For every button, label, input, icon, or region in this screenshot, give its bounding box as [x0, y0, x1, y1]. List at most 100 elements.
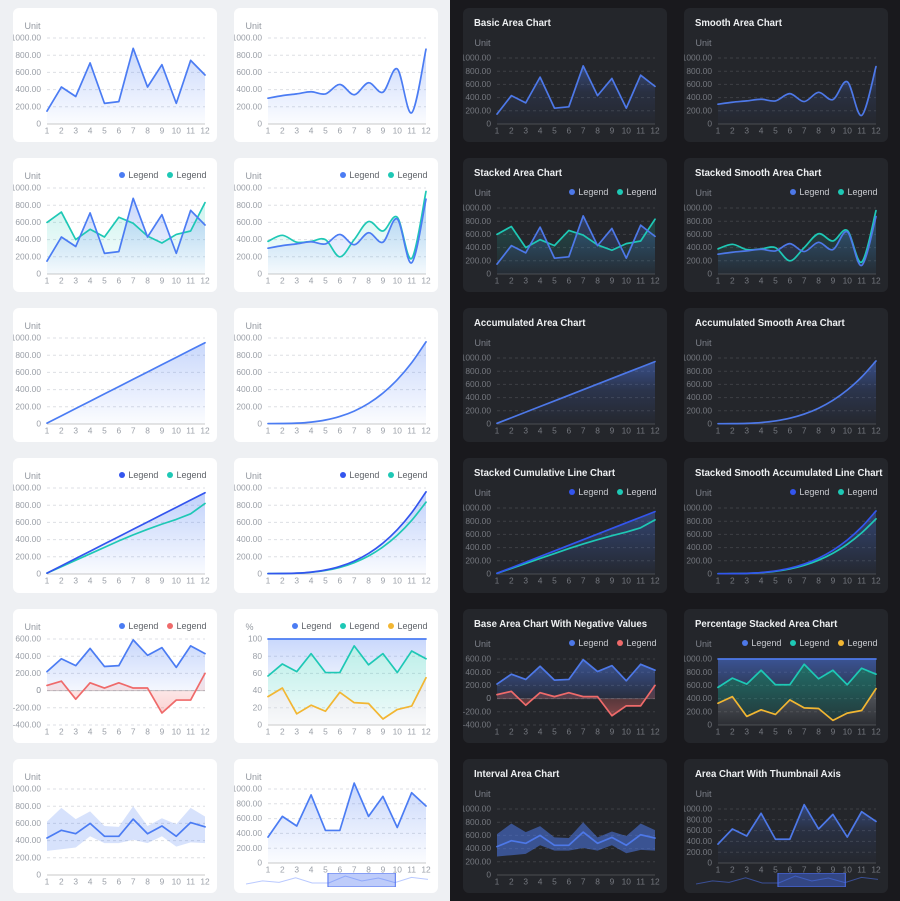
svg-text:5: 5 — [552, 876, 557, 886]
svg-text:6: 6 — [566, 576, 571, 586]
svg-text:8: 8 — [145, 876, 150, 886]
svg-text:1: 1 — [715, 276, 720, 286]
svg-text:12: 12 — [200, 126, 210, 136]
svg-text:4: 4 — [537, 726, 542, 736]
svg-text:3: 3 — [744, 276, 749, 286]
svg-text:7: 7 — [351, 426, 356, 436]
svg-text:200.00: 200.00 — [686, 706, 712, 716]
svg-text:0: 0 — [36, 269, 41, 279]
svg-text:4: 4 — [537, 126, 542, 136]
svg-text:4: 4 — [308, 276, 313, 286]
svg-text:11: 11 — [407, 276, 416, 286]
svg-text:5: 5 — [323, 126, 328, 136]
svg-text:7: 7 — [130, 126, 135, 136]
svg-text:11: 11 — [636, 876, 645, 886]
svg-text:5: 5 — [102, 576, 107, 586]
svg-text:7: 7 — [130, 876, 135, 886]
svg-text:10: 10 — [621, 276, 631, 286]
svg-text:10: 10 — [171, 426, 181, 436]
svg-text:0: 0 — [707, 269, 712, 279]
svg-text:800.00: 800.00 — [236, 350, 262, 360]
svg-text:4: 4 — [87, 876, 92, 886]
svg-text:200.00: 200.00 — [686, 406, 712, 416]
svg-text:5: 5 — [552, 576, 557, 586]
svg-text:5: 5 — [102, 276, 107, 286]
svg-text:600.00: 600.00 — [15, 633, 41, 643]
svg-text:600.00: 600.00 — [686, 229, 712, 239]
svg-text:3: 3 — [73, 576, 78, 586]
svg-text:800.00: 800.00 — [465, 216, 491, 226]
svg-text:1: 1 — [265, 576, 270, 586]
svg-text:10: 10 — [842, 576, 852, 586]
svg-text:2: 2 — [59, 276, 64, 286]
svg-text:0: 0 — [707, 857, 712, 867]
svg-text:10: 10 — [392, 576, 402, 586]
svg-text:200.00: 200.00 — [686, 556, 712, 566]
svg-text:400.00: 400.00 — [15, 650, 41, 660]
svg-text:0: 0 — [36, 419, 41, 429]
svg-text:400.00: 400.00 — [15, 535, 41, 545]
svg-text:80: 80 — [252, 650, 262, 660]
svg-text:11: 11 — [186, 726, 195, 736]
svg-text:2: 2 — [730, 426, 735, 436]
svg-text:8: 8 — [366, 576, 371, 586]
svg-text:800.00: 800.00 — [465, 817, 491, 827]
svg-text:4: 4 — [537, 876, 542, 886]
svg-text:11: 11 — [186, 876, 195, 886]
svg-text:2: 2 — [280, 576, 285, 586]
svg-text:11: 11 — [186, 276, 195, 286]
svg-text:1: 1 — [494, 576, 499, 586]
svg-text:800.00: 800.00 — [465, 516, 491, 526]
svg-text:0: 0 — [486, 119, 491, 129]
svg-text:5: 5 — [323, 426, 328, 436]
svg-text:12: 12 — [421, 726, 431, 736]
svg-text:4: 4 — [758, 126, 763, 136]
svg-text:4: 4 — [758, 276, 763, 286]
svg-text:8: 8 — [595, 876, 600, 886]
svg-text:8: 8 — [595, 276, 600, 286]
svg-text:9: 9 — [159, 426, 164, 436]
svg-text:2: 2 — [280, 126, 285, 136]
svg-text:6: 6 — [566, 126, 571, 136]
svg-text:9: 9 — [609, 726, 614, 736]
svg-text:-200.00: -200.00 — [463, 706, 491, 716]
svg-text:600.00: 600.00 — [686, 529, 712, 539]
svg-text:200.00: 200.00 — [686, 105, 712, 115]
svg-text:1: 1 — [494, 126, 499, 136]
svg-text:11: 11 — [857, 576, 866, 586]
svg-text:3: 3 — [523, 426, 528, 436]
svg-text:600.00: 600.00 — [15, 517, 41, 527]
svg-text:12: 12 — [200, 426, 210, 436]
svg-text:1: 1 — [715, 726, 720, 736]
svg-text:1000.00: 1000.00 — [684, 53, 712, 63]
svg-text:7: 7 — [351, 576, 356, 586]
svg-text:400.00: 400.00 — [686, 693, 712, 703]
svg-text:2: 2 — [509, 726, 514, 736]
svg-text:5: 5 — [773, 276, 778, 286]
svg-text:800.00: 800.00 — [465, 366, 491, 376]
svg-text:600.00: 600.00 — [465, 653, 491, 663]
svg-text:1: 1 — [44, 726, 49, 736]
svg-text:200.00: 200.00 — [686, 847, 712, 857]
svg-text:1: 1 — [44, 576, 49, 586]
svg-text:3: 3 — [294, 426, 299, 436]
svg-text:4: 4 — [537, 276, 542, 286]
svg-text:600.00: 600.00 — [686, 79, 712, 89]
svg-text:7: 7 — [580, 726, 585, 736]
svg-text:7: 7 — [580, 576, 585, 586]
svg-text:4: 4 — [537, 426, 542, 436]
svg-text:5: 5 — [102, 426, 107, 436]
svg-text:8: 8 — [145, 726, 150, 736]
svg-text:400.00: 400.00 — [686, 393, 712, 403]
svg-text:1000.00: 1000.00 — [684, 203, 712, 213]
svg-text:6: 6 — [116, 876, 121, 886]
svg-text:0: 0 — [257, 719, 262, 729]
svg-text:1000.00: 1000.00 — [234, 183, 262, 193]
svg-text:1: 1 — [44, 426, 49, 436]
svg-text:400.00: 400.00 — [236, 84, 262, 94]
svg-text:400.00: 400.00 — [236, 234, 262, 244]
svg-text:2: 2 — [59, 726, 64, 736]
svg-text:600.00: 600.00 — [15, 217, 41, 227]
svg-text:2: 2 — [280, 726, 285, 736]
svg-text:12: 12 — [871, 126, 881, 136]
